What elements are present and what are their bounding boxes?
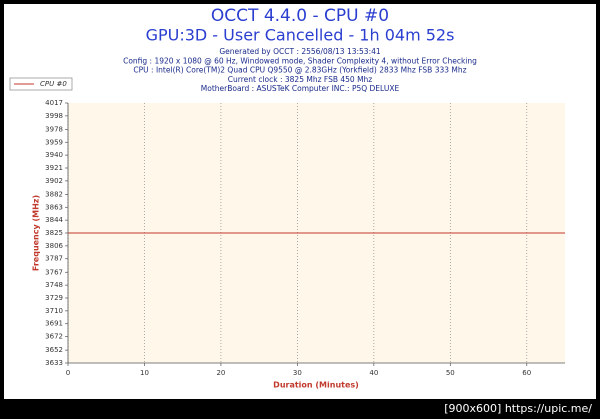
x-axis-label: Duration (Minutes) xyxy=(273,381,359,390)
x-tick-label: 20 xyxy=(216,369,225,377)
y-tick-label: 3710 xyxy=(45,307,63,315)
y-axis-label: Frequency (MHz) xyxy=(32,195,41,271)
x-tick-label: 30 xyxy=(293,369,302,377)
y-tick-label: 3825 xyxy=(45,229,63,237)
y-tick-label: 3729 xyxy=(45,294,63,302)
info-line: CPU : Intel(R) Core(TM)2 Quad CPU Q9550 … xyxy=(133,66,466,75)
y-tick-label: 3672 xyxy=(45,333,63,341)
y-tick-label: 3978 xyxy=(45,125,63,133)
x-tick-label: 40 xyxy=(369,369,378,377)
x-tick-label: 0 xyxy=(66,369,70,377)
info-line: Generated by OCCT : 2556/08/13 13:53:41 xyxy=(219,47,381,56)
y-tick-label: 3902 xyxy=(45,177,63,185)
y-tick-label: 3748 xyxy=(45,281,63,289)
y-tick-label: 3806 xyxy=(45,242,63,250)
info-line: Current clock : 3825 Mhz FSB 450 Mhz xyxy=(228,75,373,84)
legend-label: CPU #0 xyxy=(40,80,67,88)
y-tick-label: 3882 xyxy=(45,190,63,198)
y-tick-label: 3691 xyxy=(45,320,63,328)
y-tick-label: 3787 xyxy=(45,255,63,263)
legend xyxy=(9,77,73,91)
y-tick-label: 3652 xyxy=(45,346,63,354)
y-tick-label: 3633 xyxy=(45,359,63,367)
y-tick-label: 3863 xyxy=(45,203,63,211)
info-line: MotherBoard : ASUSTeK Computer INC.: P5Q… xyxy=(201,84,400,93)
y-tick-label: 3921 xyxy=(45,164,63,172)
x-tick-label: 50 xyxy=(446,369,455,377)
x-tick-label: 10 xyxy=(140,369,149,377)
y-tick-label: 3959 xyxy=(45,138,63,146)
info-line: Config : 1920 x 1080 @ 60 Hz, Windowed m… xyxy=(123,56,477,65)
x-tick-label: 60 xyxy=(522,369,531,377)
chart-title: OCCT 4.4.0 - CPU #0 xyxy=(211,6,389,26)
y-tick-label: 3767 xyxy=(45,268,63,276)
y-tick-label: 3998 xyxy=(45,112,63,120)
y-tick-label: 4017 xyxy=(45,99,63,107)
chart-subtitle: GPU:3D - User Cancelled - 1h 04m 52s xyxy=(146,26,455,45)
y-tick-label: 3940 xyxy=(45,151,63,159)
watermark: [900x600] https://upic.me/ xyxy=(444,402,592,415)
y-tick-label: 3844 xyxy=(45,216,63,224)
